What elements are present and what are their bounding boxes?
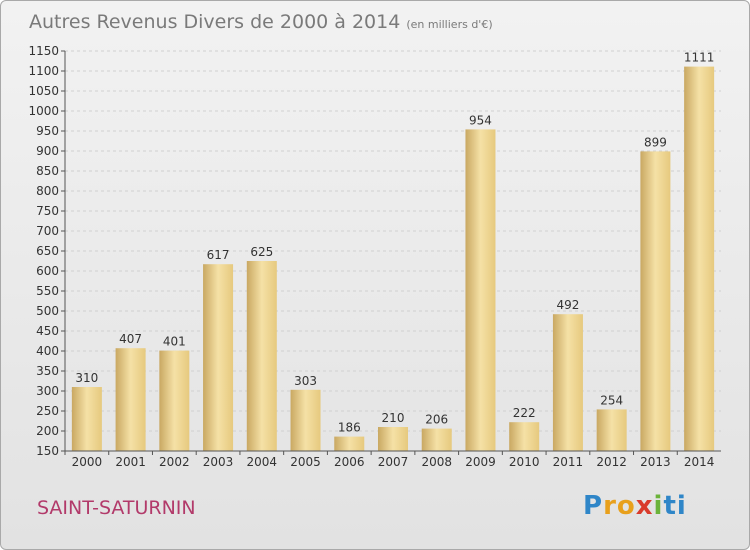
- x-tick-label: 2004: [247, 455, 278, 469]
- data-label: 222: [513, 406, 536, 420]
- y-tick-label: 1000: [28, 104, 59, 118]
- bar: [115, 348, 146, 451]
- x-tick-label: 2001: [115, 455, 146, 469]
- data-label: 303: [294, 374, 317, 388]
- chart-subtitle: (en milliers d'€): [406, 18, 493, 31]
- y-tick-label: 1050: [28, 84, 59, 98]
- x-tick-label: 2002: [159, 455, 190, 469]
- y-tick-label: 250: [36, 404, 59, 418]
- data-label: 492: [556, 298, 579, 312]
- x-tick-label: 2007: [378, 455, 409, 469]
- x-tick-label: 2003: [203, 455, 234, 469]
- y-tick-label: 550: [36, 284, 59, 298]
- data-label: 210: [382, 411, 405, 425]
- data-label: 1111: [684, 51, 715, 65]
- x-tick-label: 2005: [290, 455, 321, 469]
- data-label: 899: [644, 135, 667, 149]
- y-tick-label: 350: [36, 364, 59, 378]
- brand-letter: i: [653, 491, 664, 521]
- data-label: 254: [600, 393, 623, 407]
- y-tick-label: 200: [36, 424, 59, 438]
- x-tick-label: 2008: [421, 455, 452, 469]
- x-tick-label: 2013: [640, 455, 671, 469]
- town-name: SAINT-SATURNIN: [37, 497, 196, 519]
- y-tick-label: 850: [36, 164, 59, 178]
- x-tick-label: 2012: [596, 455, 627, 469]
- brand-letter: x: [635, 491, 654, 521]
- x-tick-label: 2006: [334, 455, 365, 469]
- data-label: 186: [338, 421, 361, 435]
- brand-letter: P: [583, 491, 604, 521]
- brand-logo: Proxiti: [583, 491, 687, 521]
- y-tick-label: 800: [36, 184, 59, 198]
- y-tick-label: 950: [36, 124, 59, 138]
- y-tick-label: 1150: [28, 44, 59, 58]
- chart-title: Autres Revenus Divers de 2000 à 2014 (en …: [29, 11, 493, 33]
- tick-labels: 150 200 250 300 350 400 450 500 550 600 650 700 750 8…: [28, 44, 714, 469]
- bar: [509, 422, 540, 451]
- bar: [246, 261, 277, 451]
- data-label: 954: [469, 113, 492, 127]
- bar: [290, 389, 321, 451]
- y-tick-label: 1100: [28, 64, 59, 78]
- x-tick-label: 2011: [553, 455, 584, 469]
- data-label: 310: [75, 371, 98, 385]
- brand-letter: o: [616, 491, 636, 521]
- bar: [684, 66, 715, 451]
- brand-letter: ti: [663, 491, 687, 521]
- y-tick-label: 650: [36, 244, 59, 258]
- y-tick-label: 400: [36, 344, 59, 358]
- x-tick-label: 2009: [465, 455, 496, 469]
- y-tick-label: 750: [36, 204, 59, 218]
- x-tick-label: 2010: [509, 455, 540, 469]
- y-tick-label: 150: [36, 444, 59, 458]
- bar: [640, 151, 671, 451]
- title-text: Autres Revenus Divers de 2000 à 2014: [29, 11, 401, 33]
- y-tick-label: 450: [36, 324, 59, 338]
- brand-letter: r: [603, 491, 617, 521]
- bar: [71, 387, 102, 451]
- y-tick-label: 500: [36, 304, 59, 318]
- bar: [378, 427, 408, 451]
- y-tick-label: 300: [36, 384, 59, 398]
- y-tick-label: 900: [36, 144, 59, 158]
- data-label: 206: [425, 413, 448, 427]
- data-label: 617: [207, 248, 230, 262]
- bar: [334, 436, 365, 451]
- bar: [159, 350, 190, 451]
- data-label: 401: [163, 335, 186, 349]
- y-tick-label: 600: [36, 264, 59, 278]
- bar: [203, 264, 234, 451]
- bar: [552, 314, 583, 451]
- x-tick-label: 2000: [72, 455, 103, 469]
- data-label: 625: [250, 245, 273, 259]
- data-labels: 310 407 401 617 625 303 186 210 206 954 222 492 254 8…: [75, 51, 714, 435]
- bars: [71, 66, 715, 451]
- axes: [64, 51, 721, 452]
- data-label: 407: [119, 332, 142, 346]
- y-tick-label: 700: [36, 224, 59, 238]
- bar: [421, 428, 452, 451]
- x-tick-label: 2014: [684, 455, 715, 469]
- bar: [465, 129, 496, 451]
- bar: [596, 409, 627, 451]
